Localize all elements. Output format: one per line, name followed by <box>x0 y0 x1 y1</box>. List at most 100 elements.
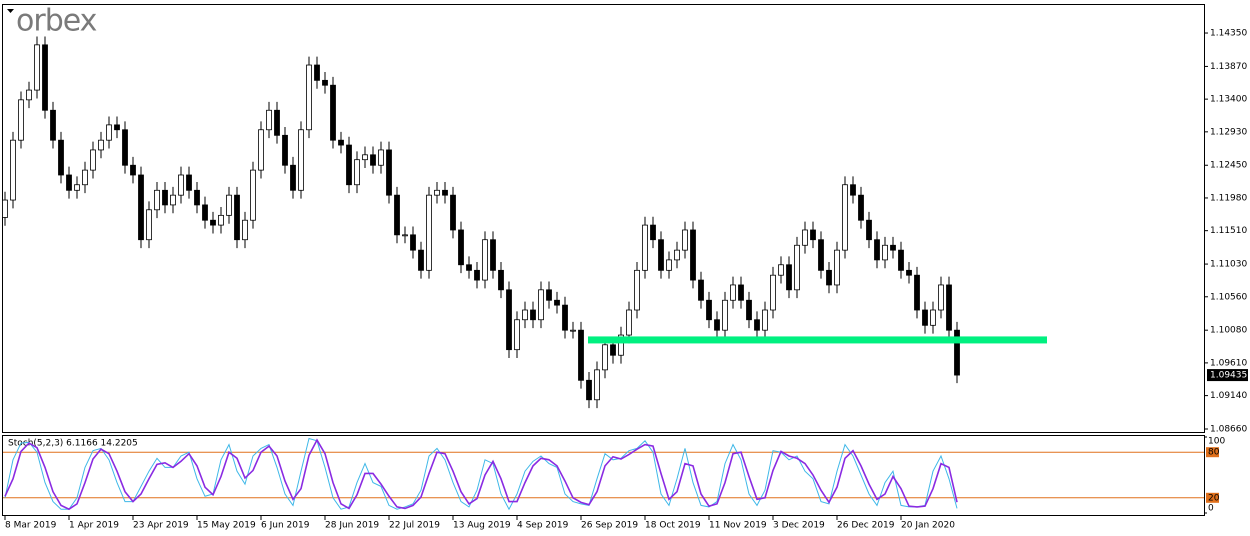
candle-body <box>522 309 528 321</box>
candle-body <box>786 264 792 291</box>
candle-body <box>10 139 16 201</box>
candle-body <box>682 229 688 251</box>
candle-body <box>202 204 208 221</box>
candle-body <box>690 229 696 281</box>
x-tick-label: 22 Jul 2019 <box>389 521 440 531</box>
candle-body <box>122 129 128 166</box>
y-tick-label: 1.11030 <box>1210 260 1247 270</box>
candle-body <box>330 84 336 141</box>
y-tick-label: 0 <box>1208 504 1214 514</box>
x-tick-label: 18 Oct 2019 <box>645 521 701 531</box>
candle-body <box>322 79 328 86</box>
y-tick-label: 1.09140 <box>1210 391 1247 401</box>
current-price-box <box>1207 369 1248 382</box>
candle-body <box>618 334 624 356</box>
level-label-box <box>1206 447 1219 458</box>
y-tick-label: 1.13870 <box>1210 62 1247 72</box>
logo: orbex <box>16 4 97 39</box>
x-tick-label: 1 Apr 2019 <box>69 521 119 531</box>
candle-body <box>370 154 376 166</box>
x-tick-label: 15 May 2019 <box>197 521 256 531</box>
candle-body <box>746 299 752 321</box>
candle-body <box>538 289 544 321</box>
candle-body <box>826 269 832 286</box>
candle-body <box>866 219 872 241</box>
candle-body <box>362 154 368 161</box>
candle-body <box>802 229 808 246</box>
candle-body <box>706 299 712 321</box>
candle-body <box>810 229 816 241</box>
stoch-panel <box>2 435 1205 516</box>
candle-body <box>698 279 704 301</box>
candle-body <box>42 44 48 111</box>
candle-body <box>610 344 616 356</box>
candle-body <box>210 219 216 226</box>
candle-body <box>658 239 664 271</box>
x-tick-label: 26 Sep 2019 <box>581 521 638 531</box>
candle-body <box>114 124 120 131</box>
candle-body <box>274 109 280 136</box>
candle-body <box>762 309 768 331</box>
candle-body <box>482 239 488 281</box>
candle-body <box>898 249 904 271</box>
candle-body <box>570 329 576 332</box>
candle-body <box>98 139 104 151</box>
candle-body <box>434 189 440 196</box>
candle-body <box>946 284 952 331</box>
candle-body <box>186 174 192 191</box>
candle-body <box>546 289 552 301</box>
candle-body <box>514 319 520 351</box>
candle-body <box>722 299 728 331</box>
candle-body <box>730 284 736 301</box>
y-tick-label: 1.08660 <box>1210 425 1247 435</box>
candle-body <box>90 149 96 171</box>
candle-body <box>858 194 864 221</box>
candle-body <box>754 319 760 331</box>
candle-body <box>290 164 296 191</box>
candle-body <box>306 64 312 131</box>
candle-body <box>258 129 264 171</box>
stoch-line <box>4 438 958 511</box>
candle-body <box>778 264 784 276</box>
candle-body <box>554 299 560 306</box>
y-tick-label: 1.12450 <box>1210 161 1247 171</box>
candle-body <box>890 244 896 251</box>
candle-body <box>162 189 168 206</box>
candle-body <box>834 249 840 286</box>
candle-body <box>58 139 64 176</box>
candle-body <box>130 164 136 176</box>
candle-body <box>914 274 920 311</box>
candle-body <box>298 129 304 191</box>
x-tick-label: 11 Nov 2019 <box>709 521 767 531</box>
candle-body <box>634 269 640 311</box>
x-tick-label: 26 Dec 2019 <box>837 521 895 531</box>
candle-body <box>178 174 184 196</box>
candle-body <box>82 169 88 186</box>
current-price-label: 1.09435 <box>1210 371 1247 381</box>
menu-arrow[interactable] <box>7 9 14 13</box>
candle-body <box>26 89 32 101</box>
candle-body <box>626 309 632 336</box>
candle-body <box>442 189 448 196</box>
candle-body <box>66 174 72 191</box>
candle-body <box>586 379 592 401</box>
candle-body <box>922 309 928 326</box>
candle-body <box>242 219 248 241</box>
x-tick-label: 3 Dec 2019 <box>773 521 825 531</box>
candle-body <box>354 159 360 186</box>
candle-body <box>650 224 656 241</box>
candle-body <box>842 184 848 251</box>
x-tick-label: 20 Jan 2020 <box>901 521 955 531</box>
candle-body <box>490 239 496 271</box>
x-tick-label: 13 Aug 2019 <box>453 521 511 531</box>
candle-body <box>930 309 936 326</box>
level-label-box <box>1206 492 1219 503</box>
candle-body <box>346 144 352 186</box>
candle-body <box>714 319 720 331</box>
candle-body <box>378 149 384 166</box>
candle-body <box>2 199 8 218</box>
y-tick-label: 100 <box>1208 437 1225 447</box>
candle-body <box>794 244 800 291</box>
candle-body <box>282 134 288 166</box>
candle-body <box>642 224 648 271</box>
